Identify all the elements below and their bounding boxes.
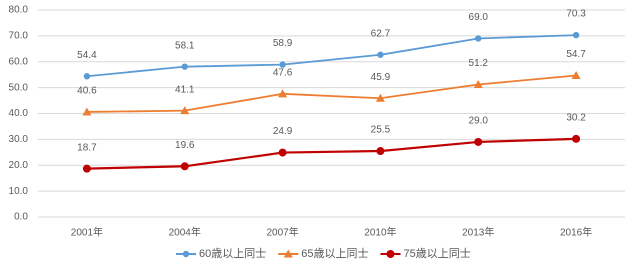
y-tick-label: 80.0	[9, 5, 29, 16]
x-tick-label: 2013年	[462, 226, 494, 239]
data-label: 58.9	[273, 38, 293, 49]
data-label: 25.5	[371, 125, 391, 136]
data-label: 24.9	[273, 126, 293, 137]
data-label: 19.6	[175, 140, 195, 151]
data-label: 45.9	[371, 72, 391, 83]
data-label: 54.4	[77, 50, 97, 61]
data-label: 29.0	[469, 116, 489, 127]
data-point	[180, 162, 189, 171]
legend-marker	[386, 250, 395, 258]
data-label: 18.7	[77, 142, 97, 153]
data-label: 70.3	[566, 9, 586, 20]
data-point	[82, 107, 92, 116]
data-point	[377, 51, 384, 58]
y-tick-label: 60.0	[9, 56, 29, 67]
x-tick-label: 2007年	[266, 226, 298, 239]
data-point	[572, 31, 580, 39]
data-label: 58.1	[175, 40, 195, 51]
series-line	[86, 137, 577, 170]
y-tick-label: 50.0	[9, 82, 29, 93]
y-tick-label: 20.0	[9, 160, 29, 171]
data-point	[82, 164, 91, 173]
y-tick-label: 10.0	[9, 186, 29, 197]
data-point	[376, 147, 385, 156]
data-label: 47.6	[273, 67, 293, 78]
series-line	[86, 74, 577, 113]
x-tick-label: 2016年	[560, 226, 592, 239]
data-label: 69.0	[469, 12, 489, 23]
data-label: 40.6	[77, 86, 97, 97]
series-line	[86, 34, 577, 78]
data-point	[375, 93, 385, 102]
legend-marker	[182, 250, 190, 258]
data-point	[180, 106, 190, 115]
data-point	[181, 63, 188, 70]
x-tick-label: 2001年	[71, 226, 103, 239]
legend-label: 65歳以上同士	[301, 247, 368, 260]
y-tick-label: 0.0	[14, 212, 28, 223]
legend-label: 75歳以上同士	[404, 247, 471, 260]
data-point	[475, 35, 482, 42]
x-tick-label: 2004年	[169, 226, 201, 239]
data-point	[279, 61, 286, 68]
data-point	[571, 70, 581, 79]
data-label: 41.1	[175, 84, 195, 95]
data-point	[83, 73, 91, 80]
data-point	[278, 148, 287, 157]
legend-label: 60歳以上同士	[199, 247, 266, 260]
data-point	[473, 80, 483, 89]
data-point	[572, 134, 581, 143]
y-tick-label: 30.0	[9, 134, 29, 145]
y-tick-label: 40.0	[9, 108, 29, 119]
data-point	[474, 137, 483, 146]
data-point	[278, 89, 288, 98]
y-tick-label: 70.0	[9, 31, 29, 42]
data-label: 30.2	[566, 112, 586, 123]
data-label: 62.7	[371, 28, 391, 39]
data-label: 54.7	[566, 49, 586, 60]
legend-marker	[283, 249, 293, 258]
x-tick-label: 2010年	[364, 226, 396, 239]
data-label: 51.2	[469, 58, 489, 69]
